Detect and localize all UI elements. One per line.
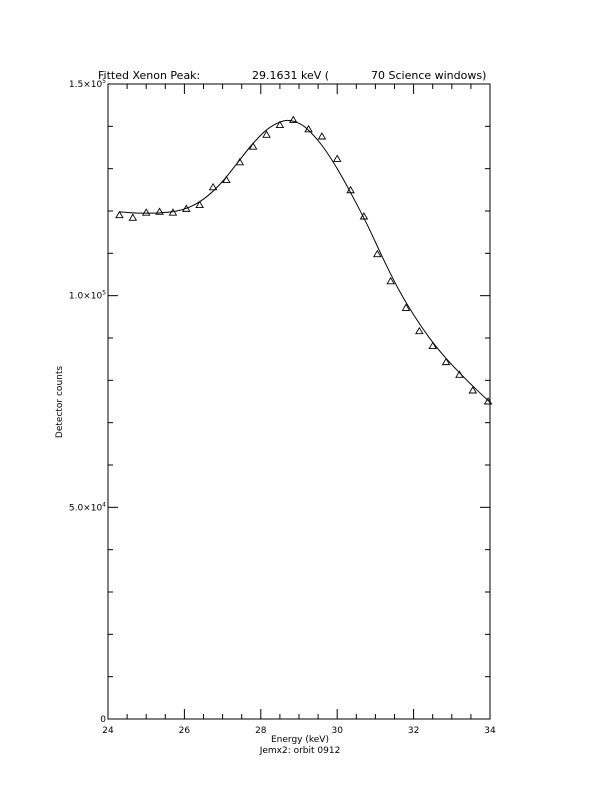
y-tick-label: 1.5×105 bbox=[69, 78, 106, 90]
data-point bbox=[483, 397, 493, 405]
y-tick-exponent: 5 bbox=[102, 78, 106, 85]
fit-curve bbox=[119, 119, 491, 403]
data-point bbox=[128, 213, 138, 221]
data-point bbox=[155, 207, 164, 215]
data-point bbox=[317, 132, 327, 140]
data-point bbox=[115, 210, 124, 219]
data-point bbox=[262, 130, 271, 138]
x-tick-label: 26 bbox=[179, 726, 191, 736]
title-prefix: Fitted Xenon Peak: bbox=[98, 69, 200, 82]
y-tick-exponent: 4 bbox=[102, 501, 106, 508]
data-point bbox=[222, 175, 231, 184]
data-point bbox=[248, 142, 258, 150]
data-point bbox=[235, 157, 245, 166]
x-tick-label: 30 bbox=[331, 726, 343, 736]
title-windows: 70 Science windows) bbox=[371, 69, 486, 82]
data-point bbox=[141, 208, 151, 216]
data-point bbox=[168, 208, 178, 216]
data-point bbox=[373, 249, 382, 258]
x-tick-label: 28 bbox=[255, 726, 267, 736]
plot-frame bbox=[107, 83, 491, 720]
y-tick-label: 0 bbox=[100, 715, 106, 725]
data-point bbox=[332, 154, 342, 162]
y-tick-mantissa: 0 bbox=[100, 715, 106, 725]
data-points bbox=[115, 115, 493, 405]
data-point bbox=[386, 276, 395, 285]
data-point bbox=[275, 120, 285, 129]
chart-subtitle: Jemx2: orbit 0912 bbox=[259, 746, 341, 756]
data-point bbox=[288, 115, 298, 123]
axis-ticks bbox=[107, 83, 491, 720]
y-tick-mantissa: 1.5×10 bbox=[69, 80, 103, 90]
data-point bbox=[468, 386, 478, 394]
chart-title: Fitted Xenon Peak: 29.1631 keV ( 70 Scie… bbox=[98, 69, 486, 82]
data-point bbox=[346, 185, 355, 194]
x-tick-labels: 24 26 28 30 32 34 bbox=[102, 726, 496, 736]
data-point bbox=[455, 370, 464, 378]
title-energy: 29.1631 keV ( bbox=[252, 69, 329, 82]
y-axis-label: Detector counts bbox=[55, 366, 65, 438]
data-point bbox=[428, 341, 437, 349]
data-point bbox=[182, 204, 191, 212]
y-tick-mantissa: 5.0×10 bbox=[69, 503, 103, 513]
data-point bbox=[304, 124, 313, 133]
y-tick-label: 5.0×104 bbox=[69, 501, 106, 513]
data-point bbox=[208, 182, 218, 191]
data-point bbox=[415, 326, 424, 335]
y-tick-mantissa: 1.0×10 bbox=[69, 292, 103, 302]
x-axis-label: Energy (keV) bbox=[271, 735, 329, 745]
x-tick-label: 34 bbox=[484, 726, 496, 736]
y-tick-exponent: 5 bbox=[102, 290, 106, 297]
y-tick-label: 1.0×105 bbox=[69, 290, 106, 302]
data-point bbox=[359, 212, 369, 220]
data-point bbox=[401, 303, 411, 311]
data-point bbox=[195, 200, 204, 209]
x-tick-label: 32 bbox=[408, 726, 419, 736]
x-tick-label: 24 bbox=[102, 726, 114, 736]
data-point bbox=[441, 357, 451, 366]
